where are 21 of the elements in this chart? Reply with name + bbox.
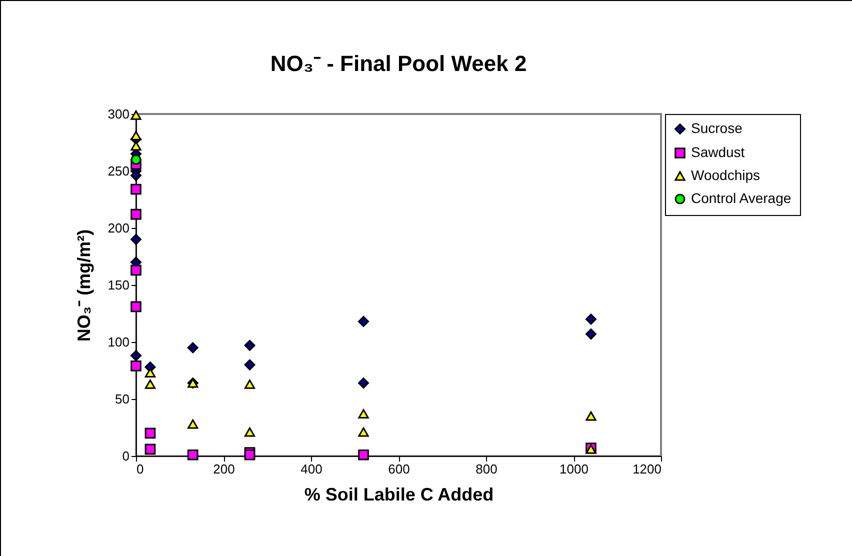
y-tick-label: 100	[108, 334, 130, 350]
x-tick-label: 1000	[560, 462, 588, 476]
y-tick-label: 200	[108, 220, 130, 236]
y-tick-label: 50	[115, 392, 130, 406]
x-tick-label: 1200	[632, 462, 662, 476]
x-tick-label: 0	[136, 462, 144, 476]
y-tick-label: 300	[108, 106, 130, 122]
y-tick-label: 250	[108, 164, 130, 178]
legend-label: Woodchips	[691, 167, 760, 183]
x-axis-title: % Soil Labile C Added	[304, 484, 494, 504]
x-tick-label: 200	[213, 462, 235, 476]
chart-title: NO₃⁻ - Final Pool Week 2	[270, 51, 527, 76]
legend-label: Control Average	[691, 190, 792, 206]
legend-label: Sawdust	[691, 144, 745, 160]
y-axis-title: NO₃⁻ (mg/m²)	[74, 229, 94, 342]
x-tick-label: 600	[388, 462, 410, 476]
x-tick-label: 400	[300, 462, 322, 476]
y-tick-label: 0	[122, 448, 130, 464]
x-tick-label: 800	[476, 462, 498, 476]
legend-label: Sucrose	[691, 120, 743, 136]
y-tick-label: 150	[108, 278, 130, 292]
